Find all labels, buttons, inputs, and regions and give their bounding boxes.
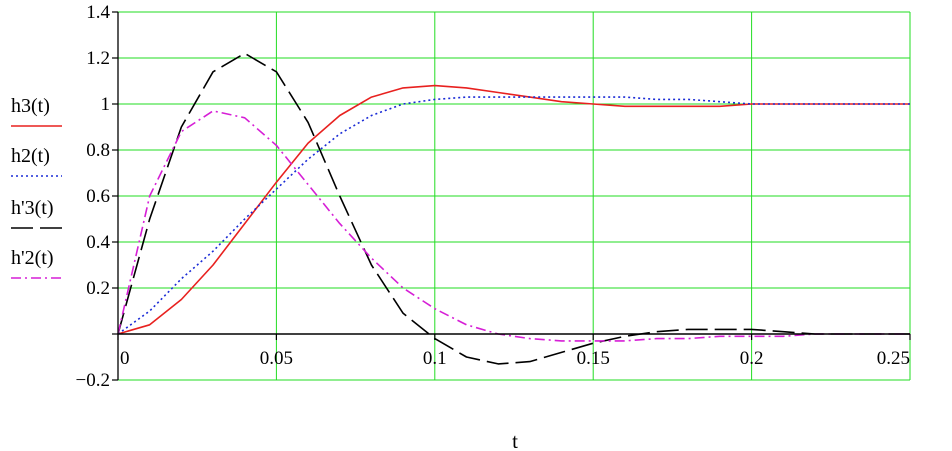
x-tick-label: 0.1 [423,348,447,369]
x-tick-label: 0.05 [260,348,293,369]
legend-label-4: h'2(t) [11,247,53,269]
x-tick-label: 0.15 [577,348,610,369]
y-tick-label: 0.4 [86,232,110,253]
x-tick-labels: 0 0.05 0.1 0.15 0.2 0.25 [120,348,910,369]
legend-label-2: h2(t) [11,145,50,167]
x-tick-label: 0 [120,348,130,369]
legend-label-1: h3(t) [11,95,50,117]
x-axis-label: t [512,429,518,451]
legend: h3(t) h2(t) h'3(t) h'2(t) [11,95,62,279]
y-tick-label: 0.6 [86,186,110,207]
x-tick-label: 0.25 [877,348,910,369]
series-group [117,52,910,365]
x-tick-label: 0.2 [740,348,764,369]
series-line-3 [117,52,910,365]
series-line-1 [117,84,910,335]
legend-label-3: h'3(t) [11,197,53,219]
grid [117,11,911,381]
series-line-4 [117,110,910,342]
y-tick-label: 0.8 [86,140,110,161]
series-line-2 [117,96,910,335]
y-tick-label: 1.4 [86,2,110,23]
y-tick-label: −0.2 [76,370,110,391]
y-tick-labels: −0.2 0.2 0.4 0.6 0.8 1 1.2 1.4 [76,2,111,391]
y-tick-label: 1.2 [86,48,110,69]
y-tick-label: 1 [101,94,111,115]
axes [112,11,911,381]
y-tick-label: 0.2 [86,278,110,299]
